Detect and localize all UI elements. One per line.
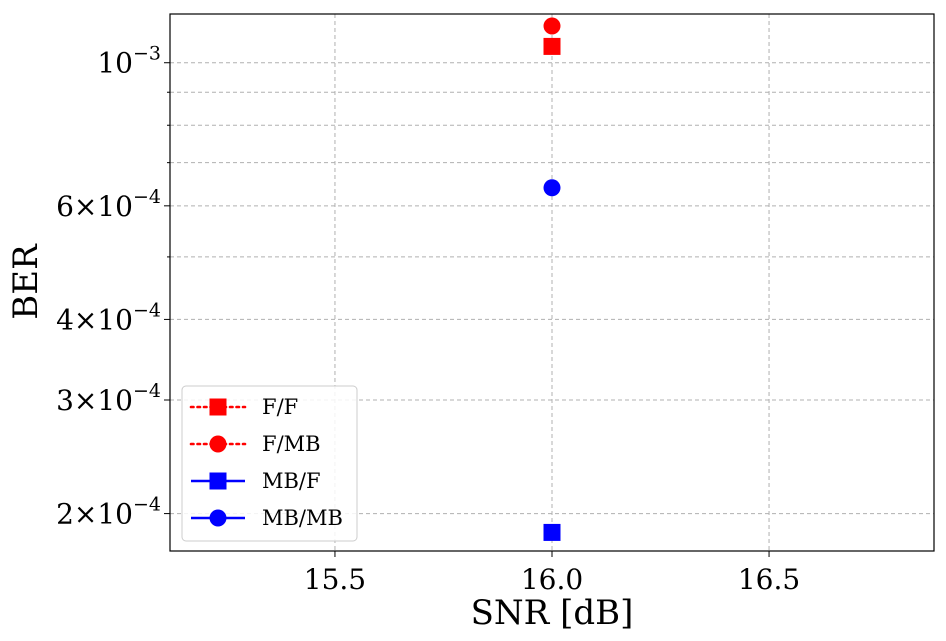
legend-marker-mb-mb <box>209 509 227 527</box>
data-markers <box>543 17 561 541</box>
y-tick-label: 10−3 <box>97 43 161 80</box>
legend-label-mb-f: MB/F <box>262 469 321 493</box>
y-tick-label: 2×10−4 <box>56 494 161 531</box>
x-tick-label: 15.5 <box>304 563 366 596</box>
legend-frame <box>181 385 358 542</box>
point-mb-f <box>543 523 561 541</box>
point-mb-mb <box>543 179 561 197</box>
legend-label-f-mb: F/MB <box>262 432 321 456</box>
y-tick-label: 6×10−4 <box>56 186 161 223</box>
y-axis-title: BER <box>6 243 46 320</box>
axis-ticks: 15.5 16.0 16.5 10−3 6×10−4 4×10−4 3×10−4 2×10−4 <box>56 43 800 596</box>
legend-label-f-f: F/F <box>262 395 298 419</box>
x-tick-label: 16.5 <box>738 563 800 596</box>
y-tick-label: 4×10−4 <box>56 299 161 336</box>
legend-marker-f-f <box>209 398 227 416</box>
x-axis-title: SNR [dB] <box>471 593 634 633</box>
x-tick-label: 16.0 <box>521 563 583 596</box>
legend: F/F F/MB MB/F MB/MB <box>181 385 358 542</box>
legend-label-mb-mb: MB/MB <box>262 506 343 530</box>
y-tick-label: 3×10−4 <box>56 380 161 417</box>
point-f-mb <box>543 17 561 35</box>
legend-marker-mb-f <box>209 472 227 490</box>
point-f-f <box>543 37 561 55</box>
legend-marker-f-mb <box>209 435 227 453</box>
